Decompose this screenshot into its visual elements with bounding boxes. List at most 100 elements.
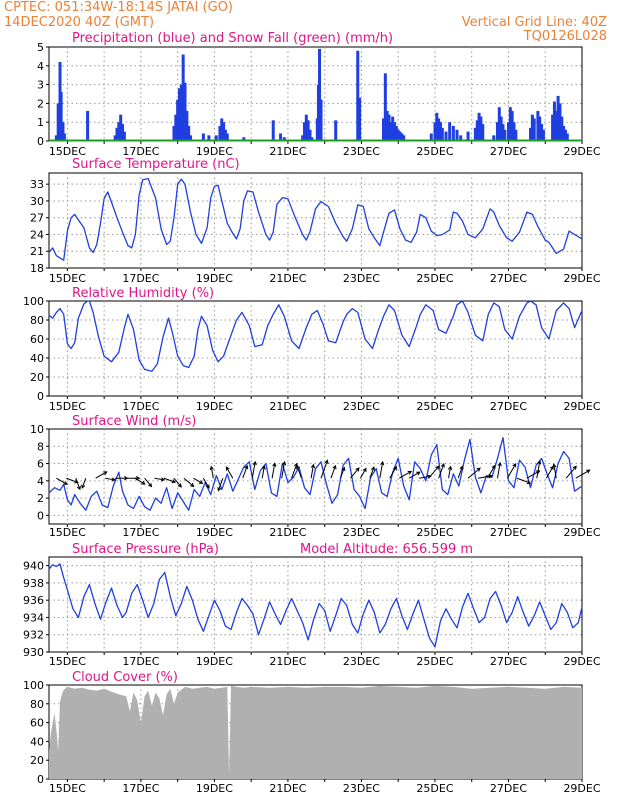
wind-arrow-shaft (261, 466, 265, 479)
precip-bar (301, 135, 305, 141)
cloud-title: Cloud Cover (%) (72, 670, 178, 685)
temperature-ytick-label: 27 (30, 212, 44, 225)
precip-bar (433, 122, 437, 141)
wind-arrow-head (552, 463, 557, 468)
wind-arrow (105, 477, 116, 482)
precip-bar (177, 88, 181, 141)
wind-arrow-head (81, 484, 86, 489)
precip-bar (282, 137, 286, 141)
wind-xtick-label: 19DEC (196, 526, 233, 539)
precip-bar (393, 122, 397, 141)
wind-arrow-head (205, 484, 210, 489)
wind-arrow (438, 463, 445, 479)
temperature-xtick-label: 23DEC (343, 272, 380, 285)
precip-bar (479, 116, 483, 141)
wind-arrow (457, 465, 464, 479)
wind-arrow-head (177, 483, 182, 488)
precip-bar (115, 127, 119, 141)
precip-bar (455, 129, 459, 141)
precip-bar (59, 92, 63, 141)
precipitation-ytick-label: 2 (37, 97, 44, 110)
cloud-xtick-label: 25DEC (416, 782, 453, 795)
precip-bar (122, 131, 126, 141)
pressure-ytick-label: 936 (23, 594, 44, 607)
wind-arrow-shaft (66, 477, 78, 483)
wind-arrow-head (535, 470, 541, 475)
temperature-frame (48, 172, 583, 269)
precip-bar (477, 112, 481, 141)
pressure-ytick-label: 932 (23, 629, 44, 642)
precip-bar (302, 122, 306, 141)
wind-arrow-shaft (467, 467, 481, 479)
wind-xtick-label: 21DEC (269, 526, 306, 539)
panels: Precipitation (blue) and Snow Fall (gree… (23, 31, 601, 795)
wind-arrow-shaft (487, 465, 496, 479)
wind-arrow-head (209, 465, 214, 471)
humidity-title: Relative Humidity (%) (72, 286, 214, 301)
wind-ytick-label: 6 (37, 458, 44, 471)
wind-arrow-shaft (56, 477, 68, 485)
precip-bar (466, 131, 470, 141)
wind-xtick-label: 17DEC (122, 526, 159, 539)
precip-bar (61, 122, 65, 141)
wind-arrow (516, 477, 532, 485)
precip-bar (62, 133, 66, 141)
wind-arrow (428, 465, 440, 479)
cloud-ytick-label: 0 (37, 773, 44, 786)
wind-arrow (217, 478, 224, 492)
humidity-ytick-label: 80 (30, 314, 44, 327)
precip-bar (358, 97, 362, 141)
wind-arrow (565, 465, 577, 479)
wind-arrow-head (252, 460, 257, 466)
precipitation-xtick-label: 15DEC (49, 145, 86, 158)
wind-arrow-shaft (134, 477, 146, 485)
wind-arrow (408, 471, 421, 479)
wind-arrow-head (148, 482, 153, 488)
wind-arrow (183, 477, 195, 488)
humidity-ytick-label: 0 (37, 390, 44, 403)
wind-arrow-shaft (438, 463, 445, 479)
precip-bar (174, 114, 178, 141)
wind-arrow (320, 459, 329, 479)
precip-bar (558, 103, 562, 141)
precip-bar (475, 120, 479, 141)
precip-bar (499, 116, 503, 141)
wind-arrow-shaft (81, 478, 87, 489)
wind-arrow (81, 478, 87, 489)
humidity-ytick-label: 60 (30, 333, 44, 346)
wind-arrow-shaft (428, 465, 440, 479)
precip-bar (481, 124, 485, 141)
wind-arrow (242, 464, 249, 479)
wind-arrow-head (141, 480, 146, 485)
wind-arrow-shaft (350, 467, 360, 479)
precip-bar (181, 54, 185, 141)
wind-ytick-label: 0 (37, 509, 44, 522)
precip-bar (172, 125, 176, 141)
wind-arrow-shaft (251, 461, 256, 479)
wind-arrow-shaft (399, 470, 412, 479)
humidity-xtick-label: 19DEC (196, 400, 233, 413)
wind-arrow-head (370, 466, 375, 471)
header-run-id: TQ0126L028 (523, 29, 607, 44)
temperature-ytick-label: 24 (30, 228, 44, 241)
precip-bar (512, 122, 516, 141)
wind-arrow-shaft (359, 468, 367, 479)
pressure-ytick-label: 938 (23, 577, 44, 590)
wind-arrow (271, 462, 277, 479)
precip-bar (501, 124, 505, 141)
wind-arrow-shaft (271, 463, 276, 479)
humidity-xtick-label: 27DEC (490, 400, 527, 413)
precipitation-xtick-label: 19DEC (196, 145, 233, 158)
wind-arrow-shaft (95, 471, 107, 479)
wind-arrow-head (512, 463, 517, 468)
wind-arrow-head (497, 461, 502, 467)
wind-arrow-shaft (408, 471, 421, 479)
precip-bar (429, 133, 433, 141)
temperature-xtick-label: 25DEC (416, 272, 453, 285)
precip-bar (383, 73, 387, 141)
precip-bar (382, 118, 386, 141)
cloud-xtick-label: 29DEC (563, 782, 600, 795)
wind-arrow (154, 477, 166, 482)
wind-arrow-shaft (105, 477, 116, 481)
precip-bar (444, 131, 448, 141)
